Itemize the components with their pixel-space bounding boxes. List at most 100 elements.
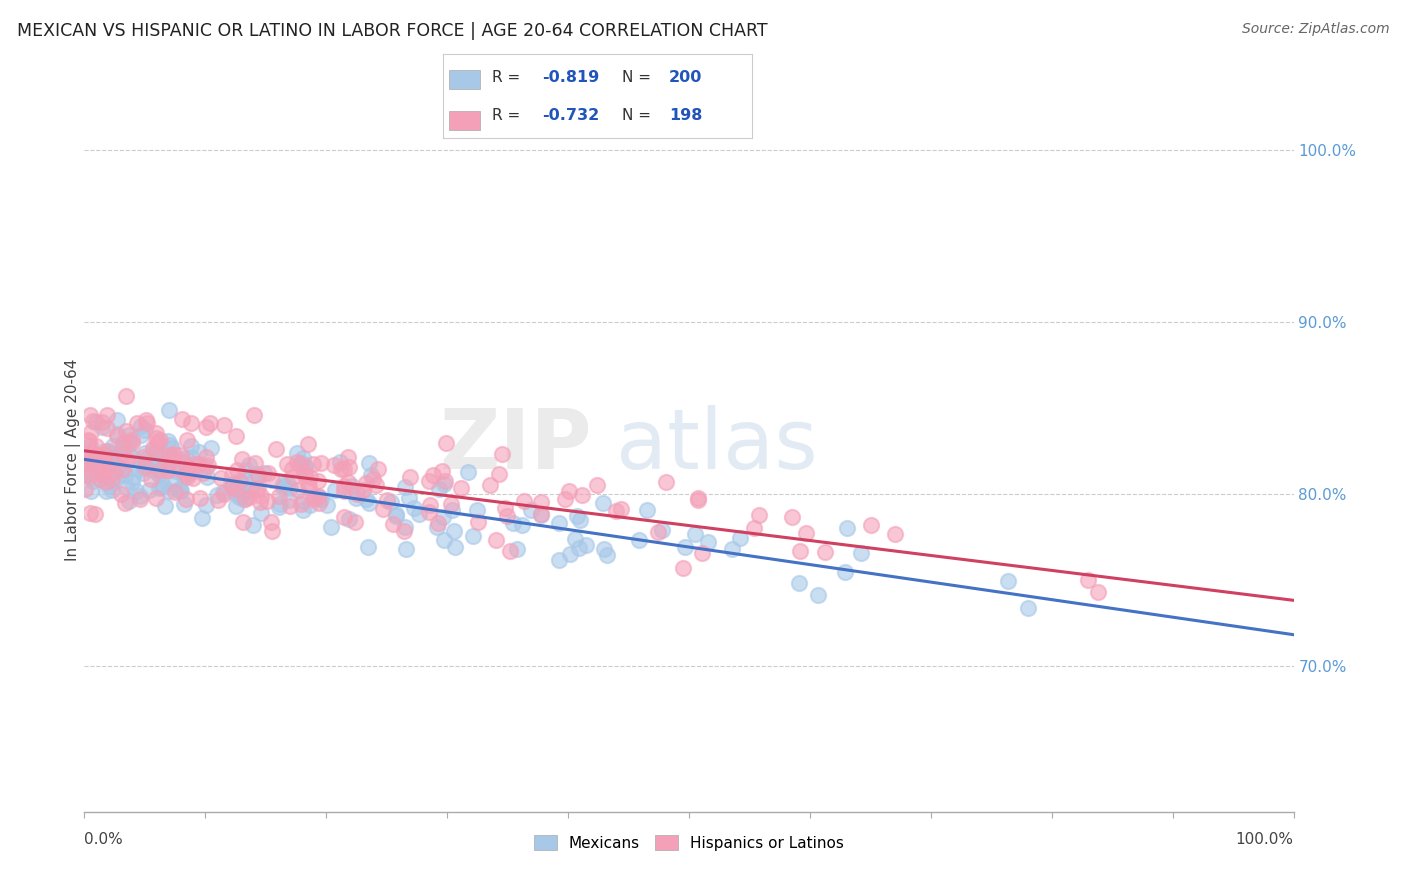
Point [110, 444, 132, 458]
Point [342, 479, 364, 493]
Point [433, 477, 456, 491]
Point [149, 433, 172, 447]
Point [394, 480, 416, 494]
Point [235, 463, 257, 477]
Point [138, 462, 160, 476]
Point [111, 436, 134, 450]
Point [118, 428, 141, 442]
Point [148, 481, 170, 495]
Point [683, 527, 706, 541]
Point [418, 474, 440, 488]
Point [222, 477, 245, 491]
Point [180, 439, 202, 453]
Point [357, 540, 380, 554]
Point [118, 494, 141, 508]
Point [794, 526, 817, 541]
Text: ZIP: ZIP [440, 405, 592, 486]
Text: R =: R = [492, 70, 526, 85]
Point [90, 419, 112, 434]
Point [135, 459, 157, 474]
Point [444, 541, 467, 555]
Point [170, 448, 193, 462]
Point [434, 436, 457, 450]
Point [647, 524, 669, 539]
Text: N =: N = [623, 108, 657, 123]
Point [121, 451, 143, 466]
Point [165, 464, 187, 478]
Point [114, 389, 136, 403]
Point [440, 498, 463, 512]
Point [114, 496, 136, 510]
Point [142, 442, 165, 456]
Point [176, 469, 198, 483]
Point [586, 478, 609, 492]
Point [132, 457, 155, 471]
Point [260, 524, 283, 538]
Point [360, 467, 382, 482]
Point [145, 431, 167, 445]
Point [427, 483, 450, 497]
Point [688, 492, 710, 507]
Point [155, 499, 177, 513]
Point [121, 436, 143, 450]
Point [235, 473, 257, 487]
Point [225, 482, 247, 496]
Point [157, 449, 180, 463]
Point [187, 457, 209, 471]
Point [221, 468, 243, 483]
Point [170, 412, 193, 426]
Point [530, 508, 553, 522]
Point [548, 516, 571, 530]
Point [159, 455, 181, 469]
Point [789, 544, 811, 558]
Point [673, 540, 696, 554]
Point [628, 533, 651, 547]
Point [169, 482, 191, 496]
Point [101, 439, 124, 453]
Point [179, 464, 201, 478]
Point [337, 450, 360, 464]
Point [245, 483, 267, 497]
Point [271, 481, 294, 495]
Point [221, 480, 243, 494]
Point [170, 484, 193, 499]
Point [156, 463, 179, 477]
Point [134, 423, 156, 437]
Point [176, 433, 198, 447]
Point [408, 508, 430, 522]
Point [337, 460, 360, 475]
Point [93, 453, 115, 467]
Point [188, 491, 211, 505]
Point [496, 508, 519, 523]
Point [115, 453, 138, 467]
Point [654, 475, 676, 490]
Point [146, 465, 169, 479]
Point [278, 493, 301, 508]
Point [107, 413, 129, 427]
Point [530, 508, 553, 522]
Point [432, 464, 454, 478]
Point [301, 457, 323, 471]
Point [467, 516, 489, 530]
Point [575, 538, 598, 552]
Point [79, 506, 101, 520]
Point [94, 461, 117, 475]
Point [90, 467, 112, 481]
Point [835, 521, 858, 535]
Point [997, 574, 1019, 588]
Point [115, 452, 138, 467]
Point [250, 489, 273, 503]
Point [118, 436, 141, 450]
Point [82, 413, 104, 427]
Point [145, 425, 167, 440]
Point [146, 435, 169, 450]
Point [346, 487, 368, 501]
Point [243, 456, 266, 470]
Point [135, 413, 157, 427]
Point [184, 457, 207, 471]
Point [246, 481, 269, 495]
Point [94, 458, 117, 473]
Point [260, 515, 283, 529]
Point [93, 447, 115, 461]
Point [297, 477, 319, 491]
